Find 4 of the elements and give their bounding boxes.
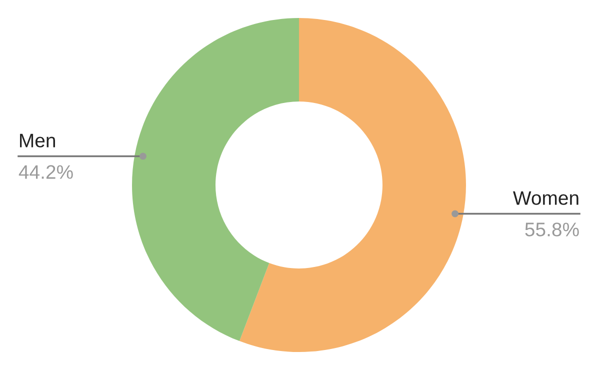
- data-label: 44.2%: [18, 165, 73, 179]
- slice-label: Women: [512, 191, 578, 205]
- data-label: 55.8%: [525, 222, 579, 236]
- slice-label: Men: [20, 134, 56, 148]
